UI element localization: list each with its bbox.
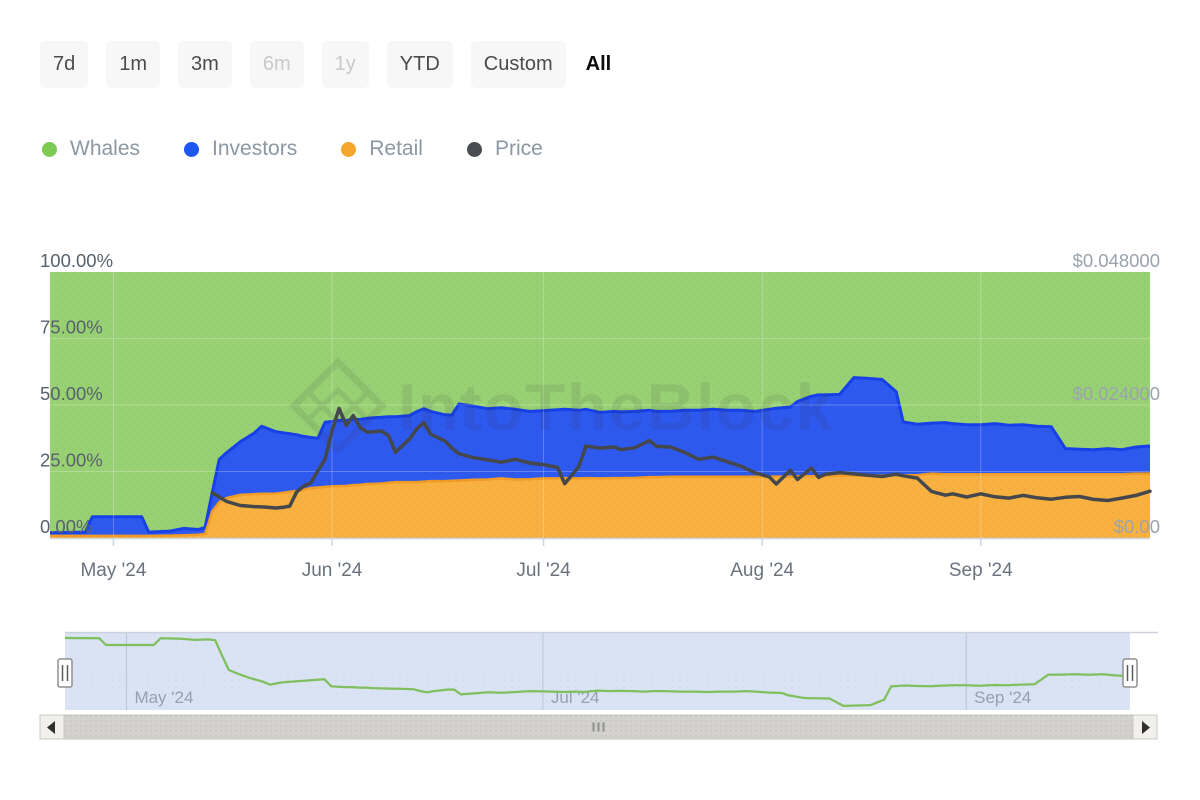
arrow-right-icon: [1142, 721, 1150, 734]
legend-label: Price: [494, 137, 543, 160]
range-button-3m[interactable]: 3m: [178, 41, 232, 88]
x-axis-label: Jun '24: [302, 560, 363, 581]
navigator-handle-left[interactable]: [57, 658, 73, 688]
legend-item-retail[interactable]: Retail: [341, 137, 423, 161]
range-button-7d[interactable]: 7d: [40, 41, 89, 88]
range-button-all[interactable]: All: [584, 41, 614, 88]
chart-legend: Whales Investors Retail Price: [42, 137, 543, 161]
legend-label: Investors: [212, 137, 298, 160]
range-button-1m[interactable]: 1m: [106, 41, 161, 88]
navigator-whales-line: [64, 636, 1131, 708]
price-line: [210, 406, 1152, 510]
navigator-month-label: May '24: [134, 688, 193, 707]
time-range-toolbar: 7d 1m 3m 6m 1y YTD Custom All: [40, 41, 613, 88]
main-chart: IntoTheBlock: [49, 272, 1152, 538]
navigator-handle-right[interactable]: [1122, 658, 1138, 688]
price-series-swatch-icon: [466, 141, 482, 157]
scrollbar-left-button-body: [39, 714, 65, 740]
navigator-handle-right-body: [1122, 658, 1138, 688]
legend-item-whales[interactable]: Whales: [42, 137, 140, 161]
scrollbar-right-button[interactable]: [1132, 714, 1158, 740]
x-axis-label: Jul '24: [516, 560, 571, 581]
legend-item-price[interactable]: Price: [466, 137, 543, 161]
legend-item-investors[interactable]: Investors: [184, 137, 297, 161]
y-axis-label-right: $0.00: [1114, 516, 1160, 537]
navigator: May '24 Jul '24 Sep '24: [57, 631, 1158, 710]
y-axis-label-left: 25.00%: [40, 450, 103, 471]
x-axis-label: Sep '24: [949, 560, 1013, 581]
y-axis-label-left: 100.00%: [40, 250, 113, 271]
investors-series-swatch-icon: [184, 141, 200, 157]
range-button-ytd[interactable]: YTD: [386, 41, 453, 88]
navigator-month-label: Sep '24: [974, 688, 1031, 707]
x-axis-label: May '24: [80, 560, 146, 581]
range-button-custom[interactable]: Custom: [470, 41, 566, 88]
intotheblock-logo-icon: [289, 357, 387, 455]
axes: 100.00% 75.00% 50.00% 25.00% 0.00% $0.048000 $…: [40, 250, 1160, 581]
y-axis-label-left: 0.00%: [40, 516, 92, 537]
legend-label: Whales: [70, 137, 141, 160]
y-axis-label-left: 75.00%: [40, 317, 103, 338]
scrollbar-right-button-body: [1132, 714, 1158, 740]
watermark-text: IntoTheBlock: [398, 370, 834, 444]
whales-series-swatch-icon: [42, 141, 57, 157]
scrollbar: [39, 714, 1158, 740]
legend-label: Retail: [369, 137, 423, 160]
range-button-1y: 1y: [321, 41, 369, 88]
x-axis-label: Aug '24: [730, 560, 794, 581]
scrollbar-left-button[interactable]: [39, 714, 65, 740]
intotheblock-watermark: IntoTheBlock: [289, 357, 834, 455]
arrow-left-icon: [47, 721, 55, 734]
navigator-handle-left-body: [57, 658, 73, 688]
retail-series-swatch-icon: [341, 141, 357, 157]
y-axis-label-left: 50.00%: [40, 383, 103, 404]
scrollbar-grip[interactable]: [592, 722, 605, 732]
y-axis-label-right: $0.048000: [1073, 250, 1160, 271]
range-button-6m: 6m: [249, 41, 304, 88]
y-axis-label-right: $0.024000: [1073, 383, 1160, 404]
